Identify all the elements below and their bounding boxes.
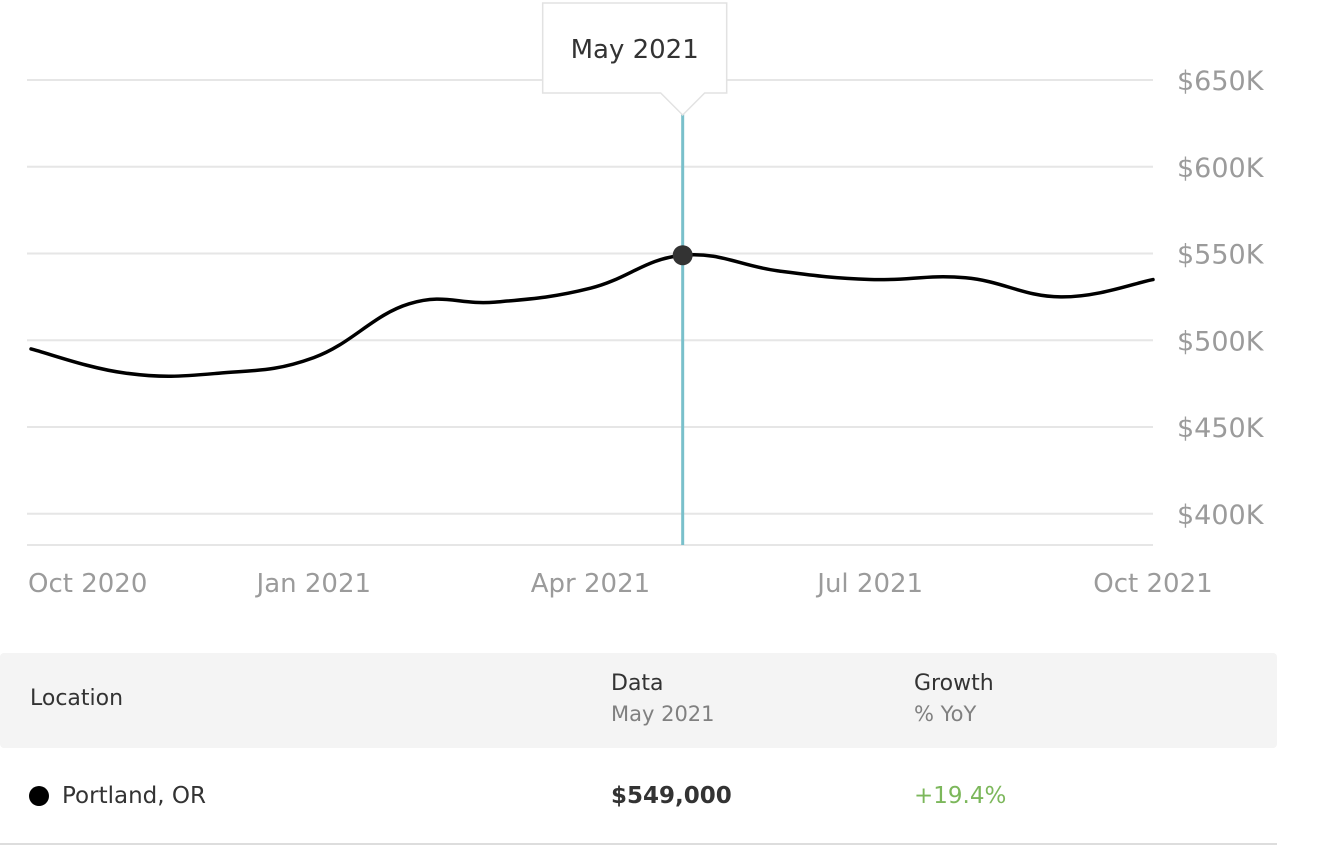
header-growth-sub: % YoY <box>914 702 977 726</box>
location-name: Portland, OR <box>62 782 206 809</box>
y-tick-label: $600K <box>1177 153 1265 184</box>
x-tick-label: Jan 2021 <box>255 569 372 599</box>
series-dot-icon <box>29 785 49 806</box>
tooltip: May 2021 <box>541 2 728 117</box>
table-row[interactable]: Portland, OR $549,000 +19.4% <box>0 748 1277 845</box>
y-tick-label: $550K <box>1177 240 1265 271</box>
tooltip-box <box>541 2 728 117</box>
x-tick-label: Oct 2020 <box>28 569 147 599</box>
location-cell: Portland, OR <box>29 748 206 843</box>
x-axis-ticks: Oct 2020 Jan 2021 Apr 2021 Jul 2021 Oct 2021 <box>28 569 1213 599</box>
header-data-label: Data <box>611 671 664 696</box>
hover-point[interactable] <box>672 245 693 266</box>
tooltip-label: May 2021 <box>571 35 699 65</box>
growth-cell: +19.4% <box>914 782 1007 809</box>
home-value-chart[interactable]: $400K $450K $500K $550K $600K $650K Oct 2020 J… <box>0 0 1319 620</box>
header-location: Location <box>30 686 124 711</box>
header-data-sub: May 2021 <box>611 702 715 726</box>
header-growth: Growth % YoY <box>914 671 994 726</box>
y-tick-label: $400K <box>1177 500 1265 531</box>
series-line-portland <box>29 252 1155 378</box>
y-tick-label: $500K <box>1177 326 1265 357</box>
x-tick-label: Jul 2021 <box>815 569 923 599</box>
grid-lines <box>27 79 1153 546</box>
table-header: Location Data May 2021 Growth % YoY <box>0 653 1277 748</box>
value-cell: $549,000 <box>611 782 732 809</box>
y-tick-label: $450K <box>1177 413 1265 444</box>
y-axis-ticks: $400K $450K $500K $550K $600K $650K <box>1177 66 1265 531</box>
x-tick-label: Oct 2021 <box>1093 569 1212 599</box>
x-tick-label: Apr 2021 <box>531 569 650 599</box>
header-growth-label: Growth <box>914 671 994 696</box>
header-data: Data May 2021 <box>611 671 715 726</box>
data-table: Location Data May 2021 Growth % YoY Port… <box>0 653 1277 845</box>
y-tick-label: $650K <box>1177 66 1265 97</box>
